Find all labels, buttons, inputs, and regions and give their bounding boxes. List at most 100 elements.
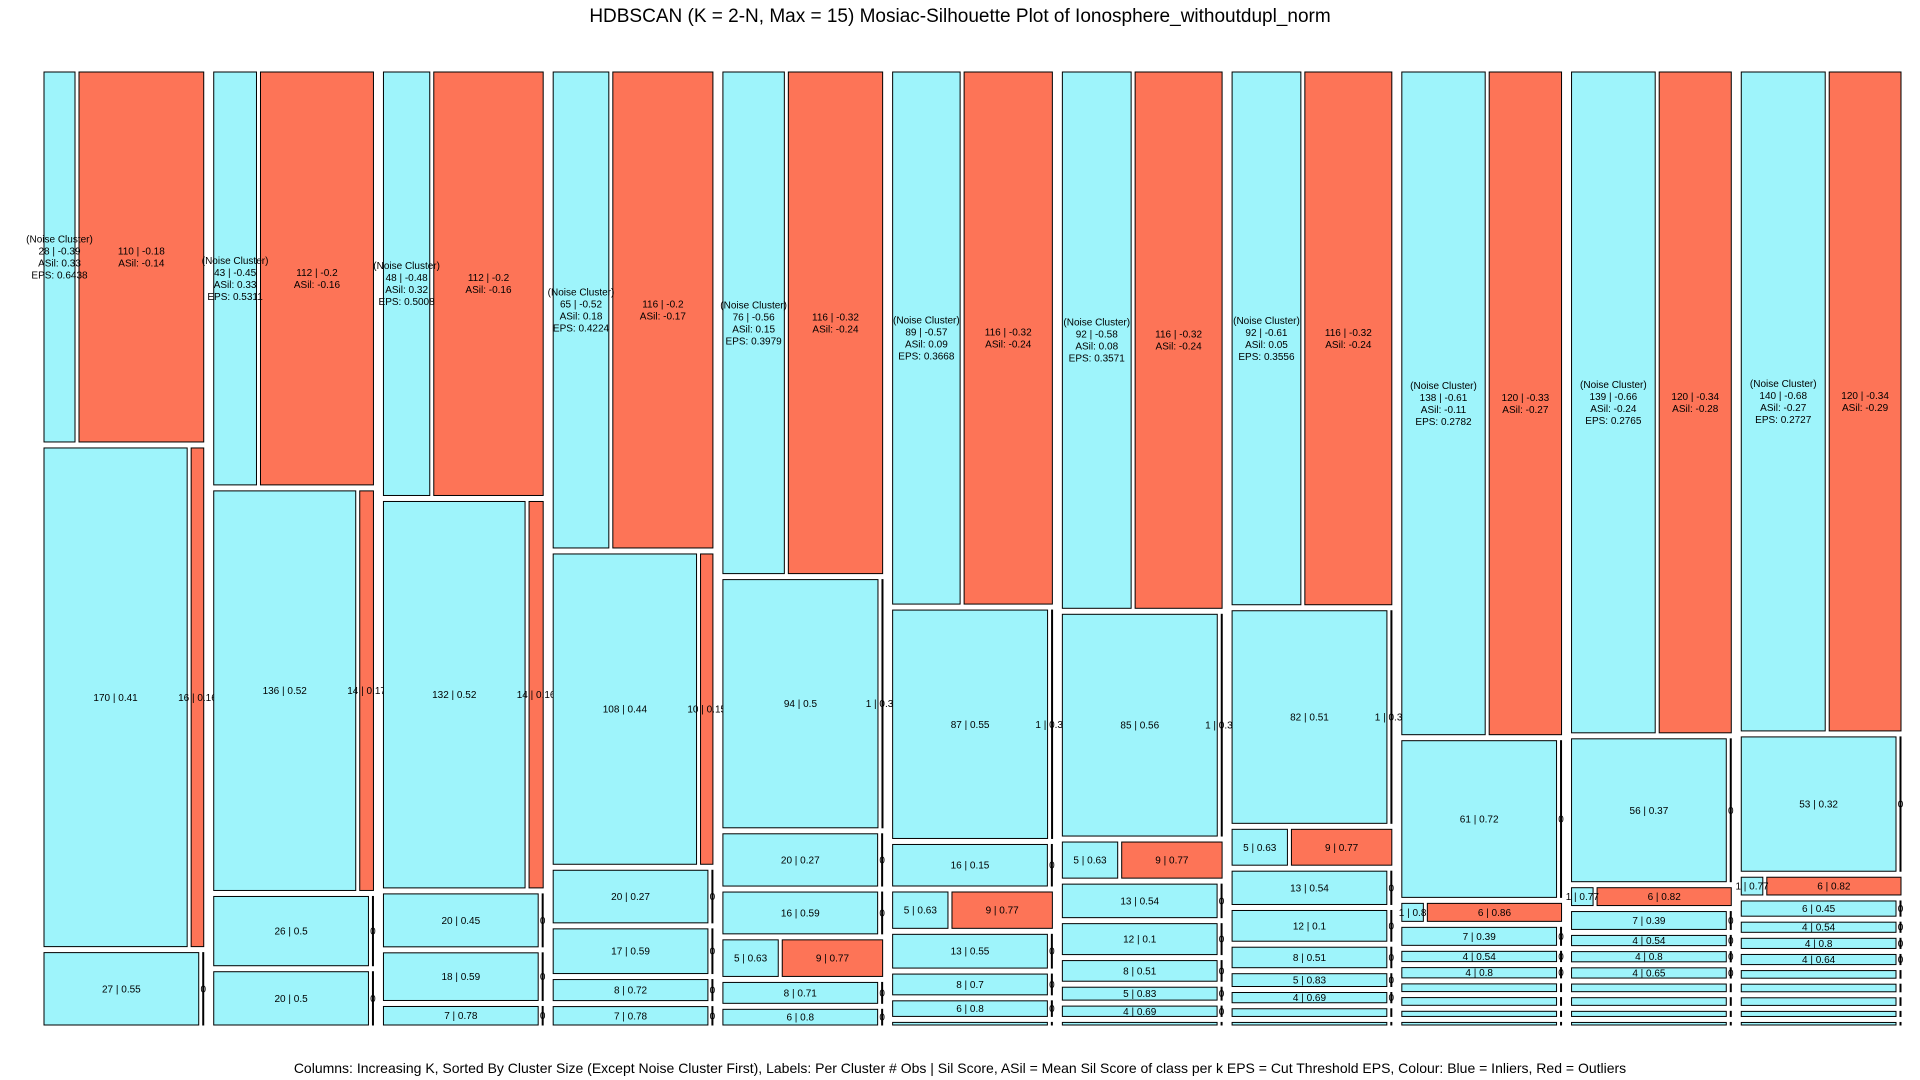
inlier-label: EPS: 0.2782 <box>1415 417 1472 428</box>
inlier-cell <box>43 447 188 948</box>
inlier-label: 6 | 0.45 <box>1802 904 1836 915</box>
outlier-cell <box>1390 1021 1393 1026</box>
inlier-cell <box>552 553 698 865</box>
inlier-label: 16 | 0.59 <box>781 908 820 919</box>
outlier-label: ASil: -0.28 <box>1672 404 1719 415</box>
outlier-cell <box>1828 71 1902 732</box>
outlier-label: 0 <box>1049 980 1055 991</box>
outlier-label: 14 | 0.17 <box>347 686 386 697</box>
inlier-label: ASil: -0.11 <box>1421 405 1467 416</box>
outlier-cell <box>190 447 205 948</box>
outlier-label: 0 <box>1898 955 1904 966</box>
outlier-cell <box>1290 828 1393 866</box>
outlier-cell <box>1560 997 1563 1006</box>
inlier-cell <box>1571 951 1727 963</box>
inlier-label: 1 | 0.8 <box>1399 908 1427 919</box>
inlier-label: 6 | 0.8 <box>786 1013 814 1024</box>
outlier-label: 0 <box>200 984 206 995</box>
outlier-cell <box>963 71 1053 605</box>
outlier-cell <box>541 952 544 1001</box>
outlier-label: 10 | 0.15 <box>687 705 726 716</box>
outlier-cell <box>1050 1000 1053 1017</box>
inlier-label: 5 | 0.63 <box>904 906 938 917</box>
inlier-cell <box>1740 1010 1897 1017</box>
outlier-label: 116 | -0.32 <box>985 328 1032 339</box>
inlier-cell <box>722 71 785 575</box>
inlier-label: 4 | 0.64 <box>1802 955 1836 966</box>
outlier-cell <box>700 553 714 865</box>
inlier-cell <box>1061 613 1218 837</box>
inlier-label: 92 | -0.61 <box>1245 328 1288 339</box>
inlier-cell <box>1740 997 1897 1006</box>
outlier-label: 0 <box>1558 932 1564 943</box>
inlier-label: 53 | 0.32 <box>1799 800 1838 811</box>
outlier-cell <box>1729 738 1732 883</box>
inlier-label: 17 | 0.59 <box>611 947 650 958</box>
inlier-cell <box>1231 828 1288 866</box>
inlier-label: (Noise Cluster) <box>373 261 440 272</box>
inlier-label: 94 | 0.5 <box>784 699 818 710</box>
outlier-cell <box>1560 926 1563 946</box>
inlier-cell <box>1401 983 1558 993</box>
outlier-cell <box>1050 1021 1053 1026</box>
inlier-label: 1 | 0.77 <box>1735 882 1769 893</box>
outlier-label: 0 <box>1389 993 1395 1004</box>
outlier-cell <box>1390 610 1393 824</box>
outlier-label: 1 | 0.38 <box>1035 720 1069 731</box>
inlier-cell <box>1571 1010 1727 1017</box>
outlier-cell <box>881 891 884 935</box>
outlier-cell <box>1426 902 1563 922</box>
inlier-label: (Noise Cluster) <box>1063 318 1130 329</box>
inlier-cell <box>892 933 1048 969</box>
inlier-cell <box>1740 983 1897 993</box>
inlier-label: 20 | 0.5 <box>274 994 308 1005</box>
outlier-cell <box>1729 997 1732 1006</box>
outlier-cell <box>371 895 374 967</box>
inlier-label: 5 | 0.83 <box>1293 976 1327 987</box>
outlier-label: 9 | 0.77 <box>816 954 850 965</box>
inlier-label: 7 | 0.39 <box>1463 932 1497 943</box>
outlier-label: 0 <box>1049 947 1055 958</box>
inlier-cell <box>1231 71 1302 606</box>
outlier-label: 0 <box>1728 968 1734 979</box>
inlier-label: 13 | 0.55 <box>951 947 990 958</box>
inlier-label: 13 | 0.54 <box>1290 883 1329 894</box>
outlier-label: 120 | -0.33 <box>1502 393 1550 404</box>
outlier-label: 0 <box>710 892 716 903</box>
outlier-label: ASil: -0.24 <box>985 340 1032 351</box>
outlier-label: 0 <box>540 916 546 927</box>
outlier-cell <box>1390 973 1393 988</box>
inlier-label: EPS: 0.3979 <box>726 336 783 347</box>
inlier-label: ASil: 0.33 <box>38 258 81 269</box>
outlier-cell <box>1488 71 1563 736</box>
outlier-label: ASil: -0.24 <box>1156 342 1203 353</box>
inlier-cell <box>1401 1010 1558 1017</box>
outlier-label: 6 | 0.82 <box>1817 882 1851 893</box>
inlier-label: 61 | 0.72 <box>1460 815 1499 826</box>
outlier-label: ASil: -0.24 <box>812 324 859 335</box>
outlier-label: 112 | -0.2 <box>468 273 510 284</box>
inlier-label: 7 | 0.78 <box>444 1011 478 1022</box>
inlier-label: EPS: 0.2727 <box>1755 415 1812 426</box>
outlier-cell <box>1390 946 1393 969</box>
outlier-label: 0 <box>710 947 716 958</box>
inlier-label: 16 | 0.15 <box>951 861 990 872</box>
outlier-cell <box>1050 843 1053 887</box>
outlier-cell <box>433 71 544 496</box>
inlier-label: 4 | 0.8 <box>1805 939 1833 950</box>
inlier-label: EPS: 0.4224 <box>553 323 610 334</box>
inlier-cell <box>213 895 369 967</box>
inlier-cell <box>1740 71 1826 732</box>
outlier-cell <box>612 71 714 549</box>
outlier-cell <box>1596 887 1732 907</box>
inlier-label: 8 | 0.51 <box>1123 966 1157 977</box>
inlier-cell <box>892 1021 1048 1026</box>
outlier-label: 16 | 0.16 <box>178 693 217 704</box>
outlier-cell <box>951 891 1053 929</box>
outlier-label: ASil: -0.24 <box>1325 340 1372 351</box>
inlier-cell <box>892 71 961 605</box>
outlier-label: 0 <box>1728 952 1734 963</box>
outlier-cell <box>711 928 714 975</box>
inlier-label: 4 | 0.65 <box>1632 968 1666 979</box>
inlier-cell <box>1231 973 1388 988</box>
